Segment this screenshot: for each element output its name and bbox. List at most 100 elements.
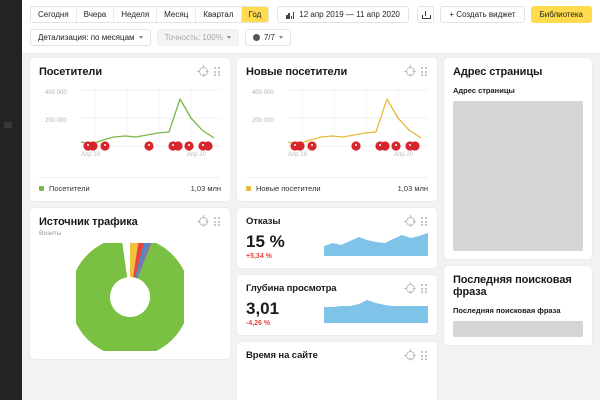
date-range-picker[interactable]: 12 апр 2019 — 11 апр 2020 bbox=[277, 6, 409, 23]
widget-header: Последняя поисковая фраза bbox=[453, 274, 583, 298]
legend-value: 1,03 млн bbox=[397, 184, 428, 193]
detail-level-label: Детализация: по месяцам bbox=[38, 33, 135, 42]
rail-logo-mark bbox=[4, 122, 12, 128]
widget-visitors[interactable]: Посетители bbox=[30, 58, 230, 201]
widget-view-depth[interactable]: Глубина просмотра 3,01 -4,26 % bbox=[237, 275, 437, 335]
period-month[interactable]: Месяц bbox=[157, 7, 197, 22]
metric-body: 15 % +5,34 % bbox=[246, 230, 428, 260]
last-search-phrase-column-header: Последняя поисковая фраза bbox=[453, 306, 561, 315]
widget-tools bbox=[404, 215, 428, 226]
traffic-source-chart[interactable] bbox=[39, 243, 221, 351]
widget-title: Время на сайте bbox=[246, 350, 318, 361]
svg-text:400 000: 400 000 bbox=[45, 90, 67, 96]
period-selector[interactable]: Сегодня Вчера Неделя Месяц Квартал Год bbox=[30, 6, 270, 23]
chevron-down-icon bbox=[278, 36, 283, 39]
period-today[interactable]: Сегодня bbox=[31, 7, 77, 22]
metric-delta: +5,34 % bbox=[246, 253, 272, 260]
detail-level-dropdown[interactable]: Детализация: по месяцам bbox=[30, 29, 151, 46]
period-quarter[interactable]: Квартал bbox=[196, 7, 242, 22]
new-visitors-legend: Новые посетители 1,03 млн bbox=[246, 177, 428, 193]
widget-tools bbox=[404, 349, 428, 360]
segment-icon bbox=[252, 34, 260, 41]
widget-header: Адрес страницы bbox=[453, 66, 583, 78]
gear-icon[interactable] bbox=[197, 65, 208, 76]
widget-header: Источник трафика Визиты bbox=[39, 215, 221, 237]
legend-label: Новые посетители bbox=[256, 184, 321, 193]
drag-handle-icon[interactable] bbox=[420, 217, 428, 226]
view-depth-sparkline[interactable] bbox=[324, 297, 428, 326]
page-address-column-header: Адрес страницы bbox=[453, 86, 515, 95]
export-button[interactable] bbox=[417, 6, 435, 23]
svg-text:200 000: 200 000 bbox=[45, 118, 67, 124]
library-button[interactable]: Библиотека bbox=[530, 6, 592, 23]
widget-header: Посетители bbox=[39, 65, 221, 78]
widget-title: Посетители bbox=[39, 66, 102, 78]
widget-title: Источник трафика bbox=[39, 216, 138, 228]
drag-handle-icon[interactable] bbox=[213, 67, 221, 76]
widget-title: Новые посетители bbox=[246, 66, 348, 78]
date-range-label: 12 апр 2019 — 11 апр 2020 bbox=[299, 10, 400, 19]
metric-delta: -4,26 % bbox=[246, 320, 271, 327]
bounce-sparkline[interactable] bbox=[324, 230, 428, 259]
widget-traffic-source[interactable]: Источник трафика Визиты bbox=[30, 208, 230, 359]
widget-header: Новые посетители bbox=[246, 65, 428, 78]
widget-time-on-site[interactable]: Время на сайте bbox=[237, 342, 437, 400]
widget-tools bbox=[404, 65, 428, 76]
widget-tools bbox=[197, 65, 221, 76]
widget-title: Адрес страницы bbox=[453, 66, 543, 78]
widget-title: Отказы bbox=[246, 216, 281, 227]
segments-label: 7/7 bbox=[263, 33, 275, 42]
drag-handle-icon[interactable] bbox=[420, 67, 428, 76]
widget-last-search-phrase[interactable]: Последняя поисковая фраза Последняя поис… bbox=[444, 266, 592, 345]
widget-title: Последняя поисковая фраза bbox=[453, 274, 572, 298]
accuracy-label: Точность: 100% bbox=[164, 33, 223, 42]
legend-color-swatch bbox=[39, 186, 44, 191]
widget-page-address[interactable]: Адрес страницы Адрес страницы bbox=[444, 58, 592, 259]
toolbar: Сегодня Вчера Неделя Месяц Квартал Год 1… bbox=[22, 0, 600, 54]
widget-header: Время на сайте bbox=[246, 349, 428, 361]
visitors-legend: Посетители 1,03 млн bbox=[39, 177, 221, 193]
board-column-left: Посетители bbox=[30, 58, 230, 359]
toolbar-row-secondary: Детализация: по месяцам Точность: 100% 7… bbox=[30, 29, 592, 46]
metric-value: 3,01 bbox=[246, 299, 280, 319]
widget-new-visitors[interactable]: Новые посетители bbox=[237, 58, 437, 201]
drag-handle-icon[interactable] bbox=[420, 351, 428, 360]
widget-tools bbox=[404, 282, 428, 293]
board-column-middle: Новые посетители bbox=[237, 58, 437, 400]
svg-text:Апр 20: Апр 20 bbox=[394, 152, 414, 158]
accuracy-dropdown[interactable]: Точность: 100% bbox=[156, 29, 239, 46]
gear-icon[interactable] bbox=[197, 215, 208, 226]
legend-label: Посетители bbox=[49, 184, 90, 193]
period-year[interactable]: Год bbox=[241, 7, 269, 22]
widget-header: Отказы bbox=[246, 215, 428, 227]
gear-icon[interactable] bbox=[404, 65, 415, 76]
create-widget-button[interactable]: + Создать виджет bbox=[440, 6, 525, 23]
gear-icon[interactable] bbox=[404, 349, 415, 360]
metric-values: 15 % +5,34 % bbox=[246, 233, 285, 260]
loading-placeholder bbox=[453, 101, 583, 251]
gear-icon[interactable] bbox=[404, 282, 415, 293]
drag-handle-icon[interactable] bbox=[213, 217, 221, 226]
svg-text:Апр 20: Апр 20 bbox=[187, 152, 207, 158]
widget-subtitle: Визиты bbox=[39, 230, 62, 237]
board-column-right: Адрес страницы Адрес страницы Последняя … bbox=[444, 58, 592, 345]
legend-color-swatch bbox=[246, 186, 251, 191]
left-nav-rail[interactable] bbox=[0, 0, 22, 400]
main-area: Сегодня Вчера Неделя Месяц Квартал Год 1… bbox=[22, 0, 600, 400]
svg-text:Апр 19: Апр 19 bbox=[288, 152, 308, 158]
metric-body: 3,01 -4,26 % bbox=[246, 297, 428, 327]
widget-bounce-rate[interactable]: Отказы 15 % +5,34 % bbox=[237, 208, 437, 268]
visitors-chart[interactable]: 400 000 200 000 Апр 19 Апр 20 bbox=[39, 84, 221, 172]
period-week[interactable]: Неделя bbox=[114, 7, 158, 22]
widget-title: Глубина просмотра bbox=[246, 283, 337, 294]
segments-dropdown[interactable]: 7/7 bbox=[244, 29, 291, 46]
new-visitors-chart[interactable]: 400 000 200 000 Апр 19 Апр 20 bbox=[246, 84, 428, 172]
svg-text:Апр 19: Апр 19 bbox=[81, 152, 101, 158]
drag-handle-icon[interactable] bbox=[420, 284, 428, 293]
period-yesterday[interactable]: Вчера bbox=[77, 7, 115, 22]
gear-icon[interactable] bbox=[404, 215, 415, 226]
svg-text:200 000: 200 000 bbox=[252, 118, 274, 124]
toolbar-row-primary: Сегодня Вчера Неделя Месяц Квартал Год 1… bbox=[30, 6, 592, 23]
metric-values: 3,01 -4,26 % bbox=[246, 300, 279, 327]
